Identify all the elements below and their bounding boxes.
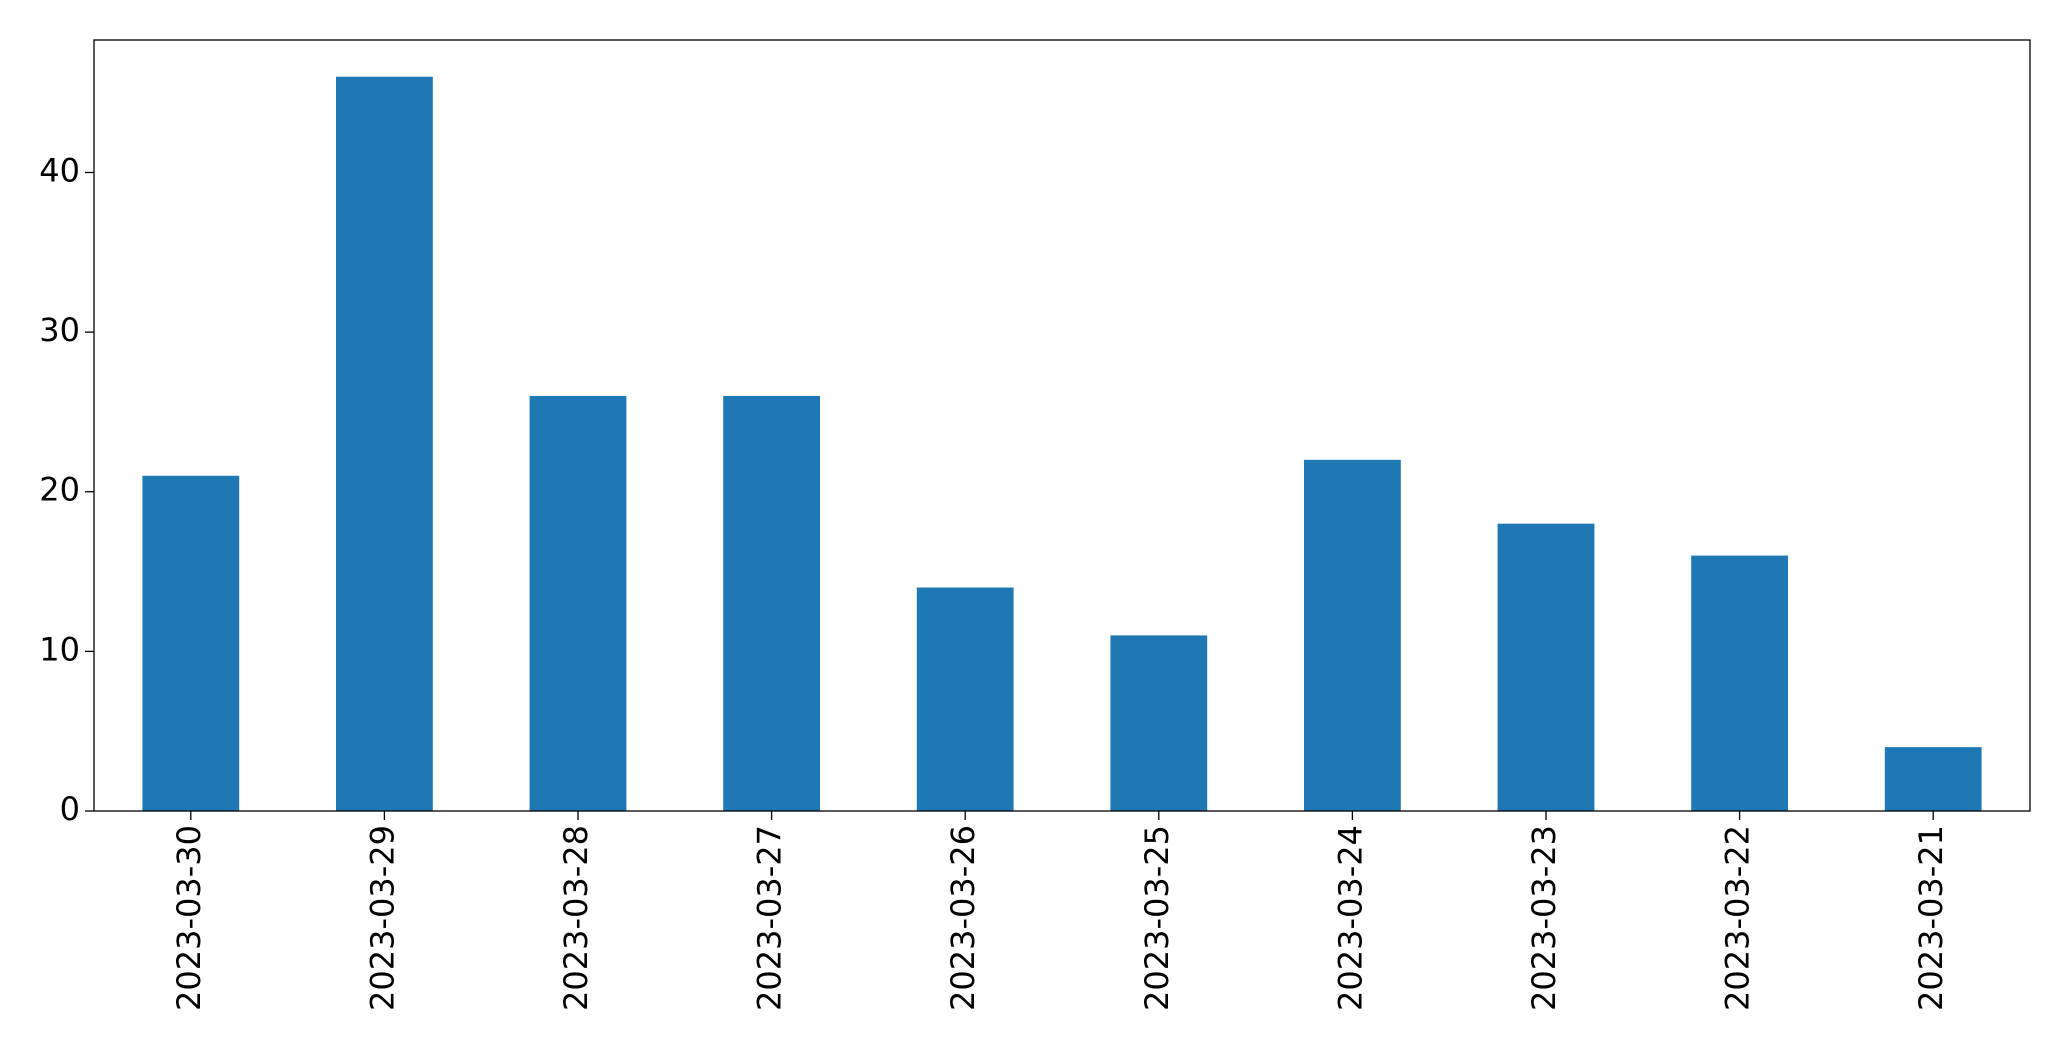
x-tick-label: 2023-03-25: [1138, 825, 1176, 1011]
x-tick-label: 2023-03-26: [944, 825, 982, 1011]
x-tick-label: 2023-03-28: [557, 825, 595, 1011]
bar: [723, 395, 820, 811]
bar: [142, 475, 240, 811]
x-tick-label: 2023-03-24: [1331, 825, 1369, 1011]
bar: [1497, 523, 1595, 811]
x-tick-label: 2023-03-30: [170, 825, 208, 1011]
bar: [1691, 555, 1788, 811]
x-tick-label: 2023-03-27: [751, 825, 789, 1011]
bar: [1110, 635, 1208, 811]
y-tick-label: 30: [39, 311, 80, 349]
bar: [916, 587, 1014, 811]
plot-frame: [93, 39, 2031, 812]
y-tick-label: 20: [39, 471, 80, 509]
x-tick-label: 2023-03-23: [1525, 825, 1563, 1011]
bar: [336, 76, 433, 811]
x-tick-label: 2023-03-22: [1719, 825, 1757, 1011]
bar: [529, 395, 627, 811]
y-tick-label: 10: [39, 630, 80, 668]
bar: [1884, 747, 1982, 811]
x-tick-label: 2023-03-21: [1912, 825, 1950, 1011]
y-tick-label: 40: [39, 151, 80, 189]
bar: [1304, 459, 1401, 811]
y-tick-label: 0: [60, 790, 80, 828]
x-tick-label: 2023-03-29: [363, 825, 401, 1011]
